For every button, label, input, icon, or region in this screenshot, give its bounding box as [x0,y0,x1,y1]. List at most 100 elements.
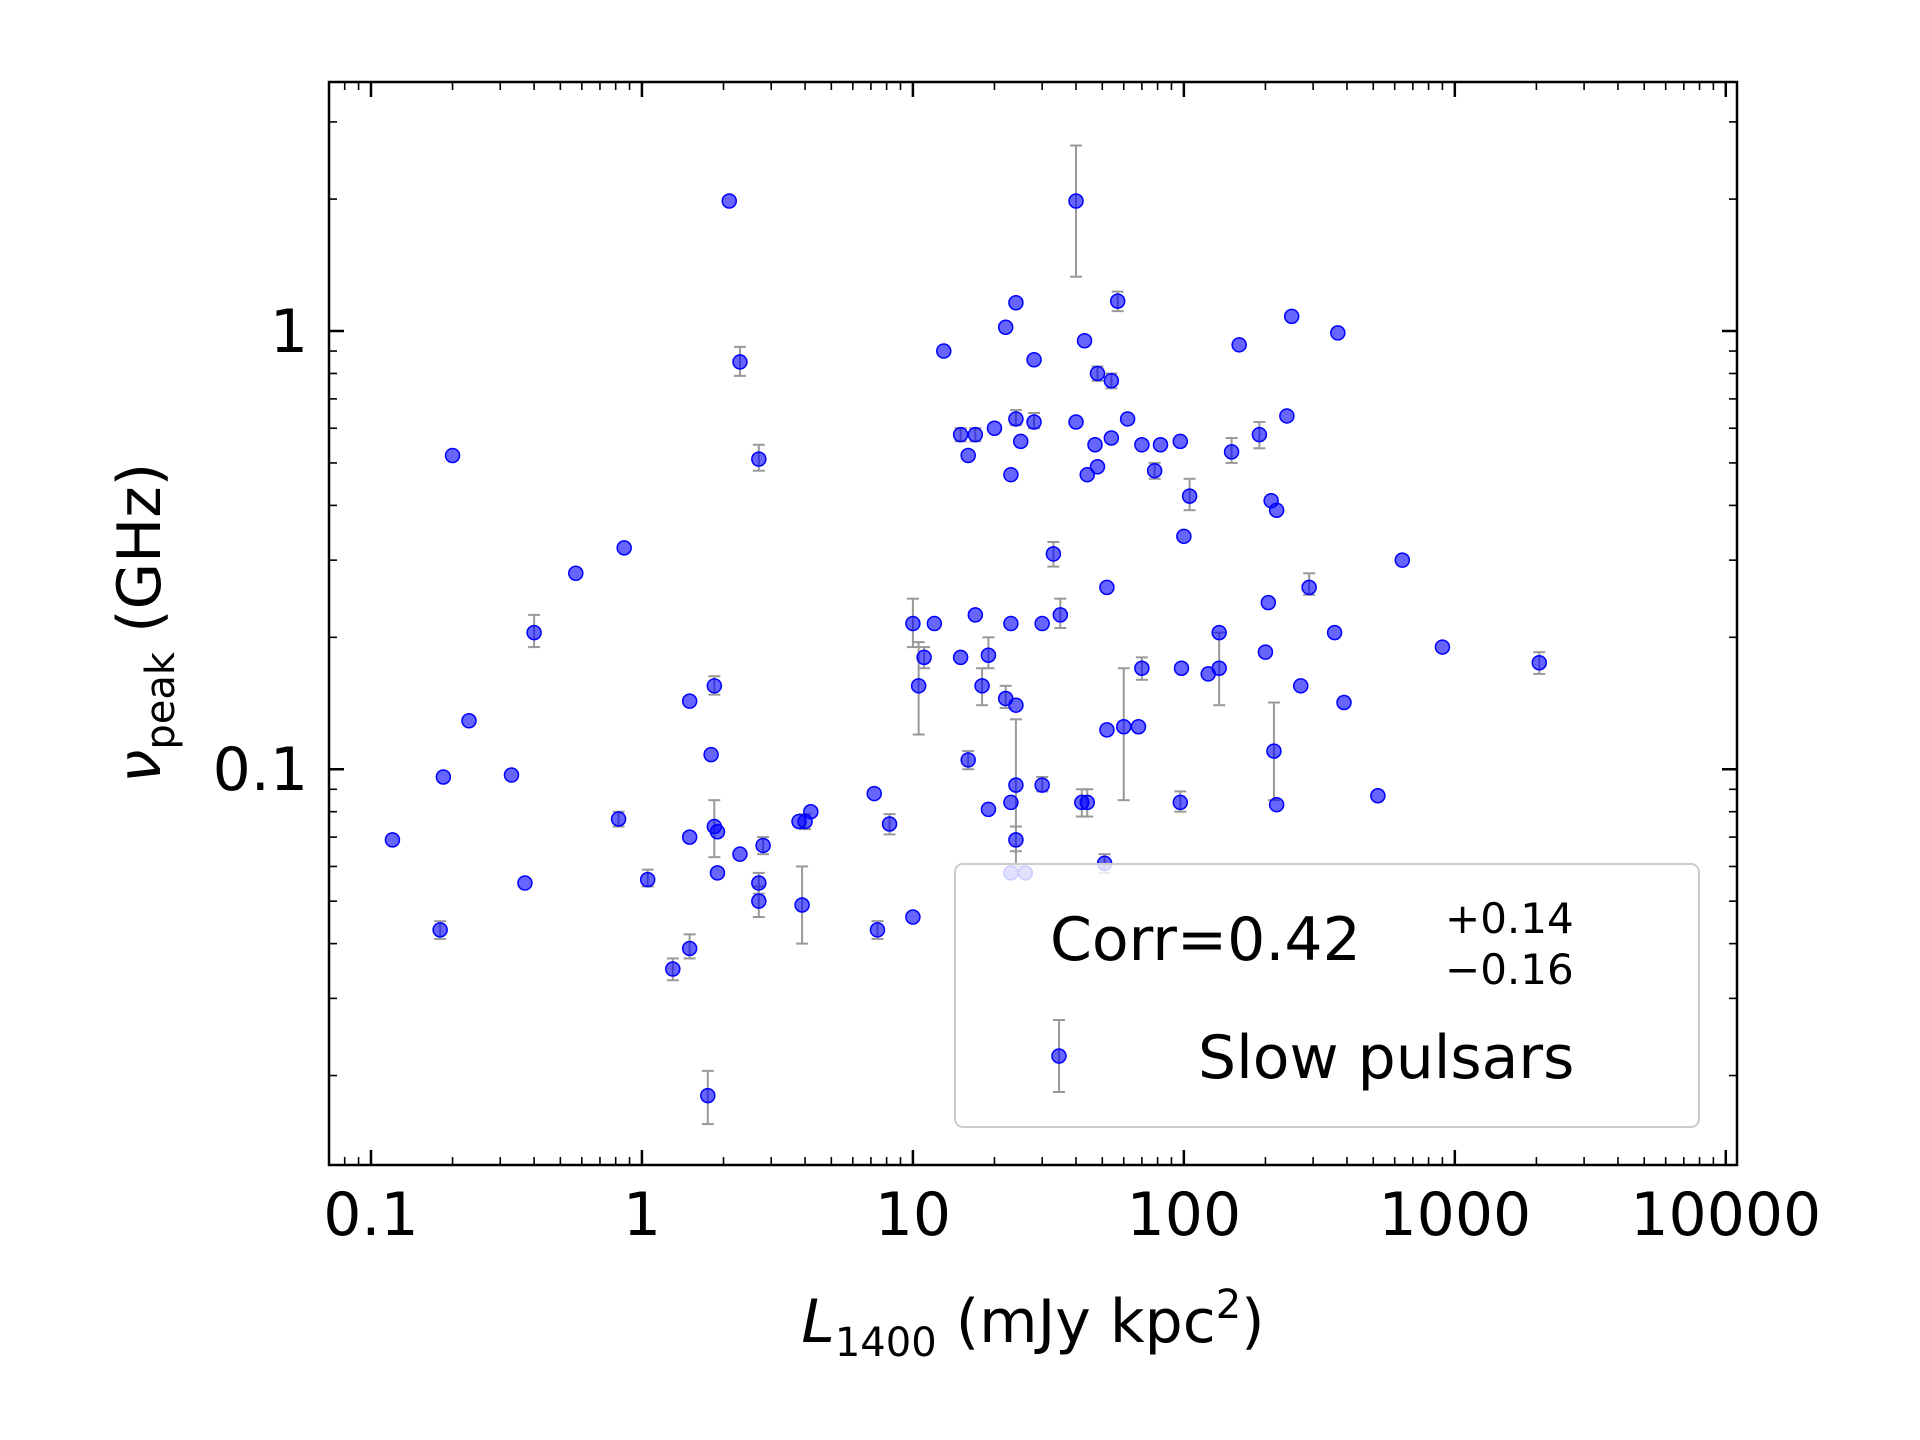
data-point [706,678,723,694]
data-point [1034,615,1050,632]
data-point [1052,607,1069,623]
data-point [1211,624,1227,641]
data-point [639,871,656,888]
data-point [1003,615,1019,632]
data-point [1292,678,1309,694]
data-point [967,607,984,623]
data-point [568,565,584,582]
legend-box [954,863,1700,1128]
data-point [751,875,767,891]
x-tick-label: 1 [623,1180,661,1250]
data-point [1223,444,1240,460]
data-point [866,785,882,802]
data-point [1260,594,1277,611]
data-point [910,678,927,694]
data-point [980,801,997,818]
data-point [1034,777,1050,793]
data-point [665,961,681,977]
data-point [709,824,726,840]
data-point [1045,546,1062,562]
data-point [610,811,627,827]
legend-entry-label: Slow pulsars [1198,1023,1574,1093]
data-point [1394,552,1411,568]
data-point [432,922,448,938]
data-point [1026,414,1042,430]
data-point [1266,743,1282,759]
x-tick-label: 100 [1127,1180,1242,1250]
data-point [881,816,898,832]
data-point [721,193,737,209]
data-point [936,343,952,359]
data-point [1068,193,1084,209]
data-point [794,897,810,913]
data-point [960,752,976,768]
legend-title-sup: +0.14 [1445,894,1574,943]
data-point [1115,719,1132,735]
data-point [616,540,632,556]
data-point [997,319,1014,335]
data-point [1251,426,1268,443]
data-point [1099,722,1115,738]
plot-frame [327,80,1739,1167]
data-point [1089,459,1106,475]
data-point [797,813,813,830]
y-tick-label: 1 [270,297,308,367]
data-point [926,615,943,632]
data-point [1257,644,1274,660]
data-point [1008,411,1024,427]
data-point [1068,414,1084,430]
data-point [1330,325,1346,341]
data-point [1370,787,1386,804]
data-point [974,678,990,694]
data-point [1103,430,1120,446]
tick-labels: 0.1 1 10 100 1000 10000 0.1 1 [213,297,1822,1250]
data-point [869,922,886,938]
legend-title-sub: −0.16 [1445,945,1574,994]
data-point [681,940,698,957]
data-point [986,420,1003,436]
data-point [517,875,533,891]
data-point [1003,794,1019,811]
data-point [732,354,748,370]
data-point [1173,660,1190,676]
y-tick-label: 0.1 [213,735,308,805]
data-point [1146,462,1163,479]
data-point [1211,660,1227,676]
data-point [1134,437,1150,453]
data-point [1152,437,1169,453]
data-point [700,1087,716,1104]
y-axis-label: νpeak (GHz) [105,463,184,783]
legend-title: Corr=0.42 [1050,905,1361,975]
data-point [1172,433,1189,450]
data-point [960,447,976,464]
data-point [1283,308,1300,325]
data-point [1026,351,1042,368]
data-point [1099,579,1115,596]
x-tick-label: 0.1 [323,1180,418,1250]
data-point [1176,528,1192,545]
legend: Corr=0.42 +0.14 −0.16 Slow pulsars [954,863,1700,1128]
data-point [1008,697,1024,713]
data-point [435,769,452,785]
data-point [1231,337,1247,353]
data-point [732,846,748,862]
data-point [905,615,921,632]
data-point [1012,433,1029,450]
x-tick-label: 10 [875,1180,951,1250]
data-point [751,893,767,909]
data-point [1079,794,1095,811]
data-point [952,649,969,666]
data-point [1103,372,1120,389]
data-point [1008,295,1024,311]
data-point [905,909,921,925]
data-point [1130,719,1147,735]
data-point [681,693,698,709]
data-point [1079,466,1095,483]
x-tick-label: 1000 [1378,1180,1531,1250]
data-point [1301,579,1317,596]
data-point [709,865,726,881]
data-point [755,837,771,854]
legend-marker [1051,1048,1067,1064]
data-point [703,746,719,763]
